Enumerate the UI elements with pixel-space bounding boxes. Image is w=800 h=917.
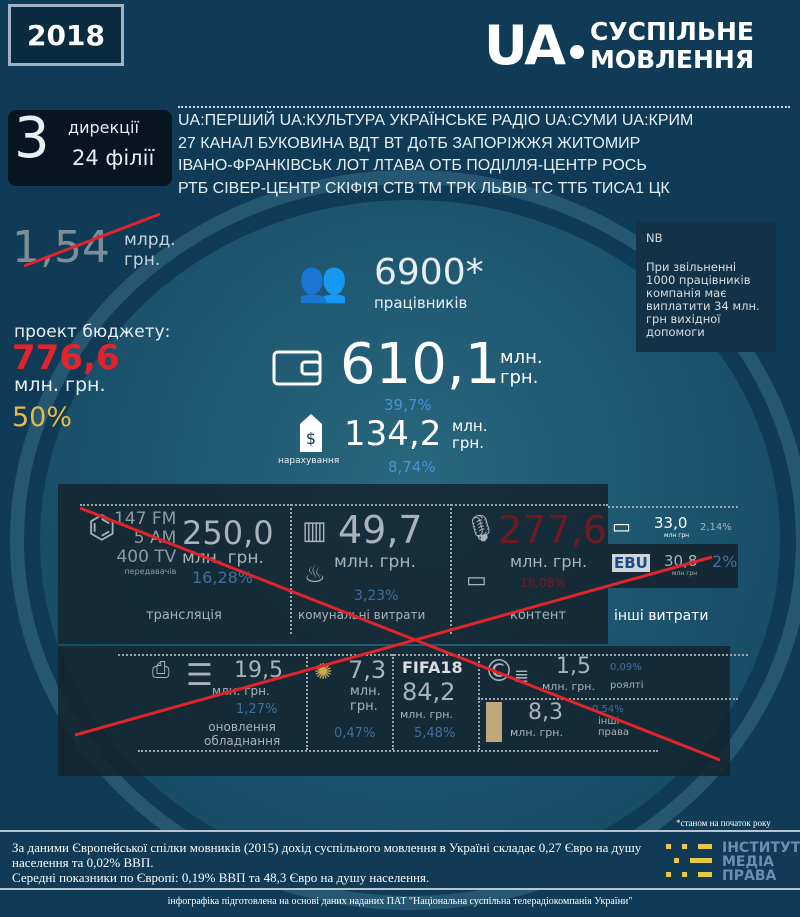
content-percent: 18,08% xyxy=(520,576,566,590)
staff-value: 6900* xyxy=(374,252,484,293)
card-icon: ▭ xyxy=(612,514,631,538)
footer-box: За даними Європейської спілки мовників (… xyxy=(0,830,800,890)
footnote: *станом на початок року xyxy=(676,818,771,828)
fifa-value: 84,2 xyxy=(402,678,456,706)
broadcast-value: 250,0 xyxy=(182,514,274,552)
accruals-percent: 8,74% xyxy=(388,458,436,476)
wallet-icon xyxy=(272,350,322,386)
equipment-label: оновлення обладнання xyxy=(204,720,281,748)
svg-text:$: $ xyxy=(306,429,316,448)
rights-label: інші права xyxy=(598,716,630,738)
accruals-label: нарахування xyxy=(278,456,340,466)
project-budget-label: проект бюджету: xyxy=(14,322,171,342)
card-value: 33,0 xyxy=(654,514,688,532)
rights-percent: 0,54% xyxy=(592,704,624,715)
accruals-unit: млн. грн. xyxy=(452,417,488,452)
logo-suspilne: UA СУСПІЛЬНЕ МОВЛЕННЯ xyxy=(484,14,755,77)
royalty-label: роялті xyxy=(610,680,644,691)
project-budget-unit: млн. грн. xyxy=(14,374,106,396)
channel-list: UA:ПЕРШИЙ UA:КУЛЬТУРА УКРАЇНСЬКЕ РАДІО U… xyxy=(178,106,790,200)
camera-icon: ⎙ xyxy=(152,658,170,683)
rights-unit: млн. грн. xyxy=(510,726,563,739)
nb-note: NB При звільненні 1000 працівників компа… xyxy=(636,222,776,352)
content-unit: млн. грн. xyxy=(510,552,588,571)
price-tag-icon: $ xyxy=(300,414,322,452)
ebu-value: 30,8 xyxy=(664,552,698,570)
card-percent: 2,14% xyxy=(700,522,732,533)
royalty-unit: млн. грн. xyxy=(542,680,595,693)
utilities-percent: 3,23% xyxy=(354,588,399,604)
ebu-logo: EBU xyxy=(612,554,650,572)
broadcast-percent: 16,28% xyxy=(192,568,254,587)
year-badge: 2018 xyxy=(8,4,124,66)
monitor-icon: ▭ xyxy=(466,568,487,593)
utilities-value: 49,7 xyxy=(338,508,423,552)
server-icon: ☰ xyxy=(186,658,213,693)
microphone-icon: 🎙 xyxy=(464,514,498,544)
project-budget-percent: 50% xyxy=(12,402,73,433)
content-value: 277,6 xyxy=(498,508,607,552)
people-icon: 👥 xyxy=(298,259,348,305)
fifa-logo: FIFA18 xyxy=(402,658,463,677)
eurovision-percent: 0,47% xyxy=(334,726,376,741)
rights-value: 8,3 xyxy=(528,700,563,725)
other-costs: ▭ 33,0 млн грн 2,14% EBU 30,8 млн грн 2%… xyxy=(608,500,738,640)
lightbulb-icon: ♨ xyxy=(304,560,326,588)
accruals-value: 134,2 xyxy=(344,414,442,454)
document-icon xyxy=(486,702,502,742)
eurovision-unit: млн. грн. xyxy=(350,684,381,714)
strike-line xyxy=(23,212,161,268)
fifa-percent: 5,48% xyxy=(414,726,456,741)
directorates-box: 3 дирекції 24 філії xyxy=(8,106,172,186)
credit-line: інфографіка підготовлена на основі даних… xyxy=(167,896,633,907)
building-icon: ▥ xyxy=(302,516,327,546)
ebu-percent: 2% xyxy=(712,552,738,571)
imp-logo-mark xyxy=(666,844,712,877)
salary-value: 610,1 xyxy=(340,332,501,397)
project-budget-value: 776,6 xyxy=(12,338,120,378)
salary-percent: 39,7% xyxy=(384,396,432,414)
fifa-unit: млн. грн. xyxy=(400,708,453,721)
institute-media-law-logo: ІНСТИТУТ МЕДІА ПРАВА xyxy=(664,840,800,884)
eurovision-value: 7,3 xyxy=(348,656,387,684)
royalty-percent: 0,09% xyxy=(610,662,642,673)
equipment-unit: млн. грн. xyxy=(212,684,270,698)
broadcast-unit: млн. грн. xyxy=(182,548,264,568)
royalty-value: 1,5 xyxy=(556,654,591,679)
equipment-percent: 1,27% xyxy=(236,702,278,717)
staff-label: працівників xyxy=(374,294,468,312)
costs-panel-2: ⎙ ☰ 19,5 млн. грн. 1,27% оновлення обладн… xyxy=(58,646,748,776)
utilities-label: комунальні витрати xyxy=(298,608,426,622)
salary-unit: млн. грн. xyxy=(500,347,543,388)
broadcast-label: трансляція xyxy=(146,608,222,623)
utilities-unit: млн. грн. xyxy=(334,552,416,572)
content-label: контент xyxy=(510,608,566,623)
other-label: інші витрати xyxy=(614,608,709,624)
